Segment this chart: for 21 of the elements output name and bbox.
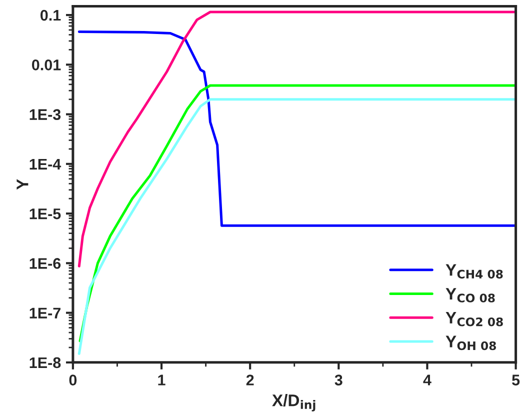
legend-label: Y$_{OH 08}$	[446, 336, 496, 350]
y-axis-title: Y	[16, 179, 28, 190]
legend-label: Y$_{CO 08}$	[446, 288, 495, 302]
y-tick-label: 1E-3	[30, 109, 61, 120]
x-tick-label: 5	[512, 374, 520, 386]
legend-label: Y$_{CH4 08}$	[446, 264, 503, 279]
x-tick-label: 2	[246, 374, 254, 386]
y-tick-label: 1E-4	[30, 158, 62, 170]
line-series	[78, 30, 516, 227]
x-tick-label: 1	[158, 374, 166, 386]
y-tick-label: 0.1	[40, 10, 61, 21]
x-tick-label: 4	[423, 374, 432, 386]
x-tick-label: 0	[69, 374, 77, 386]
x-axis-title: X/D$_{inj}$	[272, 394, 316, 412]
y-tick-label: 0.01	[32, 60, 61, 70]
x-tick-label: 3	[334, 374, 342, 386]
legend-label: Y$_{CO2 08}$	[446, 312, 503, 326]
y-tick-label: 1E-7	[30, 308, 60, 318]
y-tick-label: 1E-6	[30, 258, 61, 269]
y-tick-label: 1E-8	[30, 357, 61, 368]
y-tick-label: 1E-5	[30, 208, 61, 220]
